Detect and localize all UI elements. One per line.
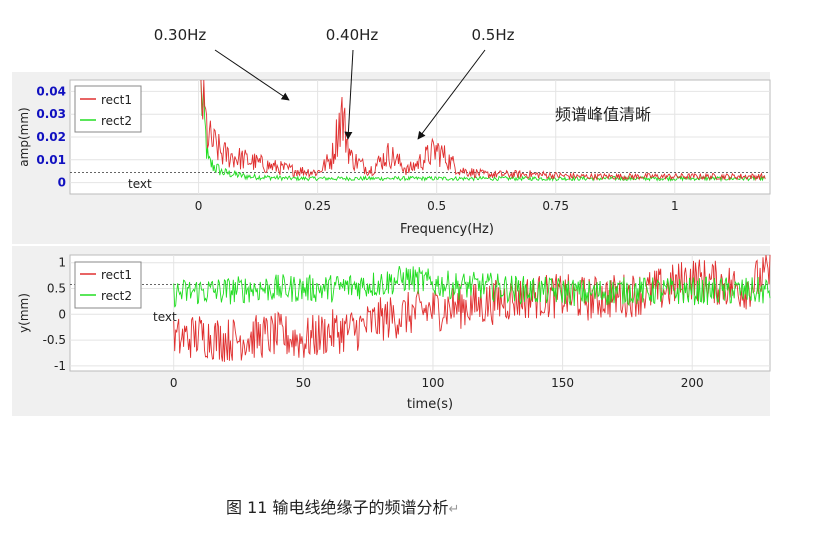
series-line-rect1 bbox=[200, 79, 766, 182]
legend-label-rect1: rect1 bbox=[101, 268, 132, 282]
time-legend: rect1 rect2 bbox=[74, 261, 142, 309]
y-tick-label: 0.04 bbox=[36, 84, 66, 98]
x-tick-label: 0 bbox=[170, 376, 178, 390]
spectrum-grid bbox=[70, 80, 770, 194]
y-tick-label: 0.02 bbox=[36, 130, 66, 144]
y-tick-label: -0.5 bbox=[43, 333, 66, 347]
spectrum-x-label: Frequency(Hz) bbox=[400, 222, 494, 237]
spectrum-y-ticks: 0 0.01 0.02 0.03 0.04 bbox=[36, 84, 66, 189]
y-tick-label: 0 bbox=[58, 176, 66, 190]
y-tick-label: 0 bbox=[58, 307, 66, 321]
y-tick-label: 0.03 bbox=[36, 107, 66, 121]
x-tick-label: 0.5 bbox=[427, 199, 446, 213]
time-y-ticks: -1 -0.5 0 0.5 1 bbox=[43, 256, 66, 373]
spectrum-series bbox=[200, 79, 766, 183]
y-tick-label: -1 bbox=[54, 359, 66, 373]
annotation-arrow-05hz bbox=[417, 49, 486, 140]
time-x-label: time(s) bbox=[407, 397, 453, 412]
time-x-ticks: 0 50 100 150 200 bbox=[170, 376, 704, 390]
x-tick-label: 0.75 bbox=[542, 199, 569, 213]
annotation-05hz: 0.5Hz bbox=[471, 26, 514, 44]
time-series bbox=[173, 254, 771, 362]
spectrum-side-note: 频谱峰值清晰 bbox=[555, 105, 651, 124]
y-tick-label: 0.01 bbox=[36, 153, 66, 167]
time-y-label: y(mm) bbox=[17, 293, 31, 333]
x-tick-label: 50 bbox=[296, 376, 311, 390]
series-line-rect2 bbox=[173, 265, 771, 308]
legend-label-rect2: rect2 bbox=[101, 289, 132, 303]
x-tick-label: 0 bbox=[195, 199, 203, 213]
annotation-arrow-040hz bbox=[344, 49, 354, 140]
x-tick-label: 0.25 bbox=[304, 199, 331, 213]
spectrum-chart: 0 0.25 0.5 0.75 1 0 0.01 0.02 0.03 0.04 Frequenc… bbox=[17, 26, 771, 237]
annotation-arrow-030hz bbox=[214, 49, 290, 101]
spectrum-reference-label: text bbox=[128, 177, 152, 191]
return-mark: ↵ bbox=[448, 502, 460, 517]
y-tick-label: 0.5 bbox=[47, 282, 66, 296]
time-series-chart: 0 50 100 150 200 -1 -0.5 0 0.5 1 time(s) y(mm) r… bbox=[17, 254, 771, 412]
x-tick-label: 150 bbox=[551, 376, 574, 390]
annotation-030hz: 0.30Hz bbox=[154, 26, 207, 44]
annotation-040hz: 0.40Hz bbox=[326, 26, 379, 44]
series-line-rect1 bbox=[173, 254, 771, 362]
spectrum-y-label: amp(mm) bbox=[17, 107, 31, 166]
legend-label-rect2: rect2 bbox=[101, 114, 132, 128]
caption-text: 图 11 输电线绝缘子的频谱分析 bbox=[226, 498, 449, 517]
time-plot-area bbox=[69, 254, 771, 372]
time-reference-label: text bbox=[153, 310, 177, 324]
legend-label-rect1: rect1 bbox=[101, 93, 132, 107]
spectrum-x-ticks: 0 0.25 0.5 0.75 1 bbox=[195, 199, 679, 213]
x-tick-label: 1 bbox=[671, 199, 679, 213]
spectrum-legend: rect1 rect2 bbox=[74, 85, 142, 133]
x-tick-label: 200 bbox=[681, 376, 704, 390]
x-tick-label: 100 bbox=[422, 376, 445, 390]
y-tick-label: 1 bbox=[58, 256, 66, 270]
